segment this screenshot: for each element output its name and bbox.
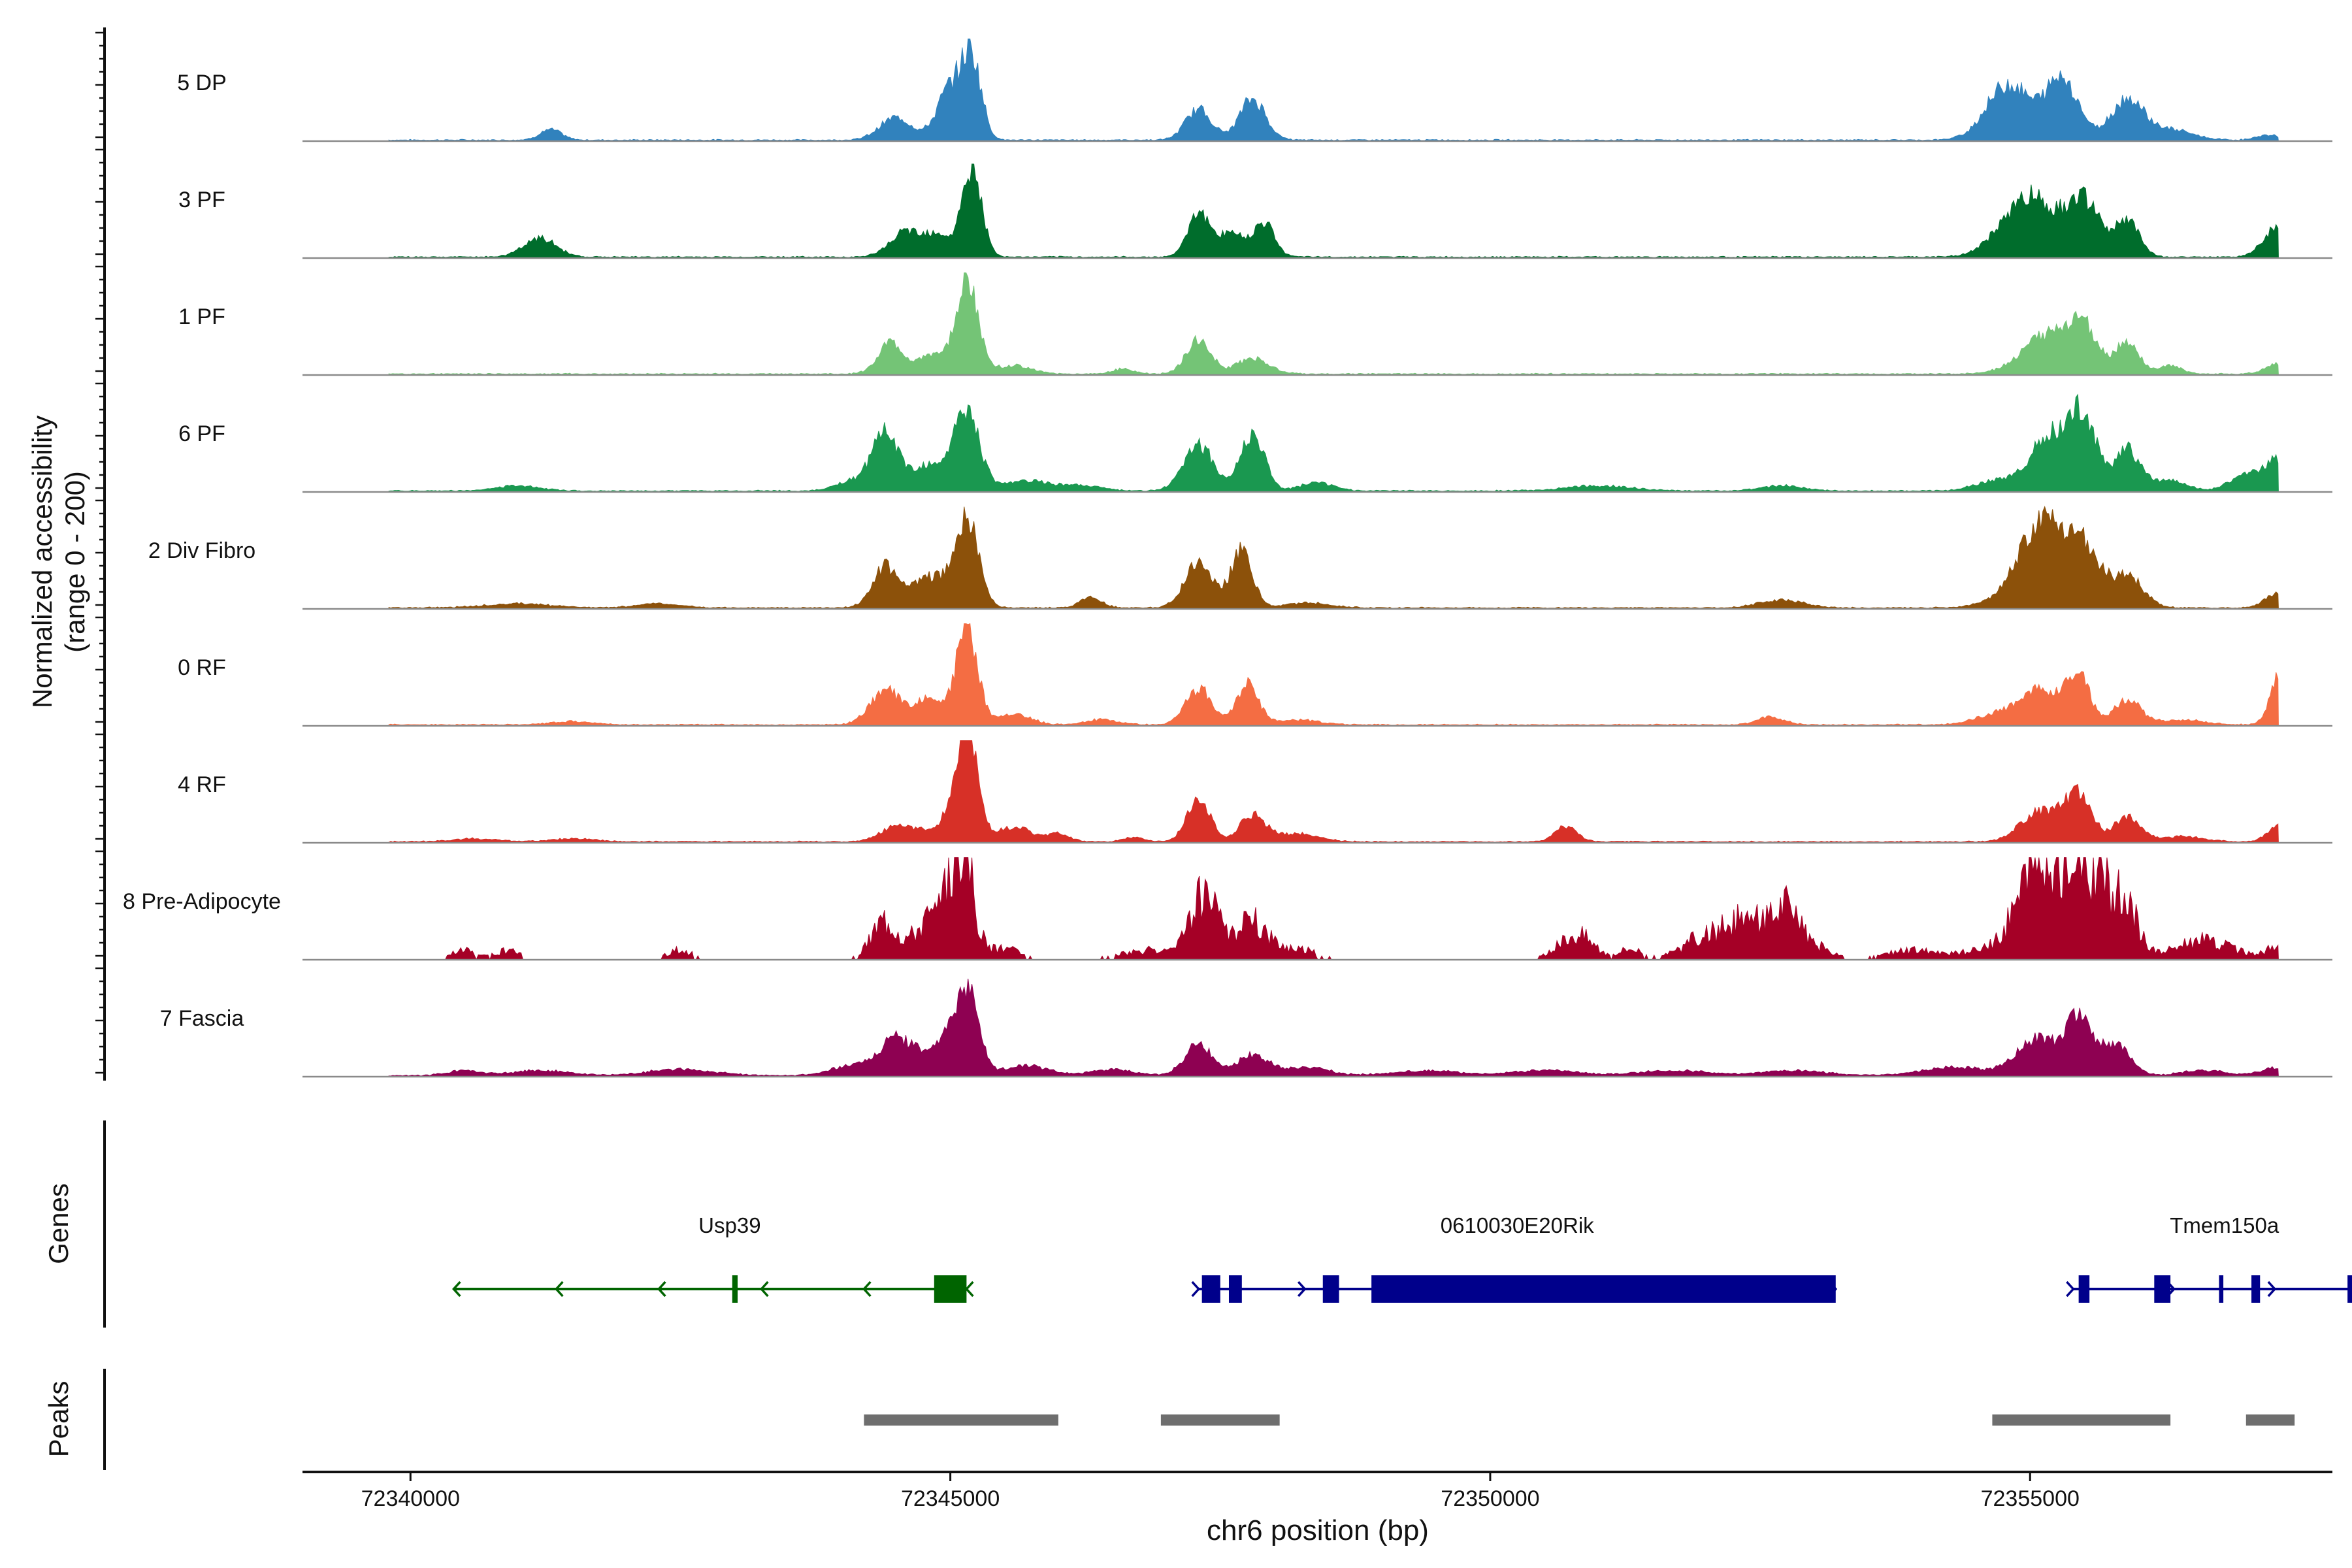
gene-label: Usp39: [698, 1213, 760, 1237]
peak-region: [1992, 1414, 2171, 1426]
track-label: 2 Div Fibro: [148, 538, 255, 563]
gene-exon: [2347, 1275, 2352, 1303]
strand-arrow: [1297, 1281, 1307, 1298]
peaks-track: [864, 1414, 2295, 1426]
track-3-pf: 3 PF: [178, 163, 2332, 259]
track-4-rf: 4 RF: [178, 740, 2332, 844]
coverage-tracks: 5 DP 3 PF 1 PF 6 PF 2 Div Fibro 0 RF 4 RF 8 Pre…: [123, 39, 2332, 1078]
coverage-area: [388, 506, 2279, 610]
track-5-dp: 5 DP: [177, 39, 2332, 142]
peak-region: [1160, 1414, 1280, 1426]
gene-exon: [1322, 1275, 1339, 1303]
gene-exon: [1228, 1275, 1242, 1303]
y-axis-title-line2: (range 0 - 200): [59, 471, 90, 653]
coverage-area: [389, 857, 2279, 961]
strand-arrow: [2066, 1281, 2075, 1298]
coverage-y-axis: [95, 27, 106, 1081]
gene-tmem150a: Tmem150a: [2066, 1213, 2352, 1303]
x-tick-label: 72350000: [1441, 1486, 1539, 1511]
coverage-area: [388, 740, 2279, 843]
track-7-fascia: 7 Fascia: [160, 978, 2332, 1078]
strand-arrow: [862, 1281, 872, 1298]
track-label: 4 RF: [178, 772, 226, 797]
gene-label: 0610030E20Rik: [1441, 1213, 1594, 1237]
gene-annotation-track: Usp39 0610030E20Rik Tmem150a: [452, 1213, 2352, 1303]
coverage-area: [388, 393, 2279, 493]
x-tick-label: 72340000: [361, 1486, 460, 1511]
track-0-rf: 0 RF: [178, 623, 2332, 727]
gene-exon: [732, 1275, 738, 1303]
track-label: 8 Pre-Adipocyte: [123, 889, 281, 914]
strand-arrow: [555, 1281, 564, 1298]
gene-label: Tmem150a: [2170, 1213, 2279, 1237]
genes-panel-label: Genes: [43, 1183, 74, 1264]
strand-arrow: [760, 1281, 769, 1298]
x-tick-label: 72345000: [901, 1486, 1000, 1511]
gene-exon: [2219, 1275, 2224, 1303]
track-label: 6 PF: [178, 421, 225, 446]
track-8-pre-adipocyte: 8 Pre-Adipocyte: [123, 857, 2332, 961]
peak-region: [864, 1414, 1058, 1426]
track-label: 7 Fascia: [160, 1006, 244, 1031]
coverage-area: [388, 39, 2279, 142]
track-label: 5 DP: [177, 71, 227, 95]
coverage-area: [388, 272, 2279, 376]
track-2-div-fibro: 2 Div Fibro: [148, 506, 2332, 610]
strand-arrow: [452, 1281, 461, 1298]
track-label: 0 RF: [178, 655, 226, 680]
strand-arrow: [965, 1281, 974, 1298]
coverage-area: [388, 163, 2279, 259]
track-label: 1 PF: [178, 304, 225, 329]
peaks-panel-label: Peaks: [43, 1381, 74, 1458]
coverage-area: [388, 623, 2279, 727]
x-tick-label: 72355000: [1981, 1486, 2080, 1511]
gene-exon: [1371, 1275, 1836, 1303]
gene-0610030e20rik: 0610030E20Rik: [1191, 1213, 1838, 1303]
track-6-pf: 6 PF: [178, 393, 2332, 493]
gene-exon: [2251, 1275, 2261, 1303]
gene-exon: [934, 1275, 967, 1303]
x-axis-ticks: 72340000 72345000 72350000 72355000: [361, 1472, 2080, 1511]
track-label: 3 PF: [178, 188, 225, 212]
strand-arrow: [1191, 1281, 1201, 1298]
strand-arrow: [2267, 1281, 2277, 1298]
track-1-pf: 1 PF: [178, 272, 2332, 376]
gene-exon: [2154, 1275, 2171, 1303]
gene-exon: [1201, 1275, 1220, 1303]
coverage-area: [388, 978, 2279, 1077]
peak-region: [2246, 1414, 2295, 1426]
gene-exon: [2078, 1275, 2090, 1303]
x-axis-title: chr6 position (bp): [1207, 1514, 1429, 1546]
strand-arrow: [657, 1281, 666, 1298]
y-axis-title-line1: Normalized accessibility: [27, 416, 57, 708]
gene-usp39: Usp39: [452, 1213, 974, 1303]
